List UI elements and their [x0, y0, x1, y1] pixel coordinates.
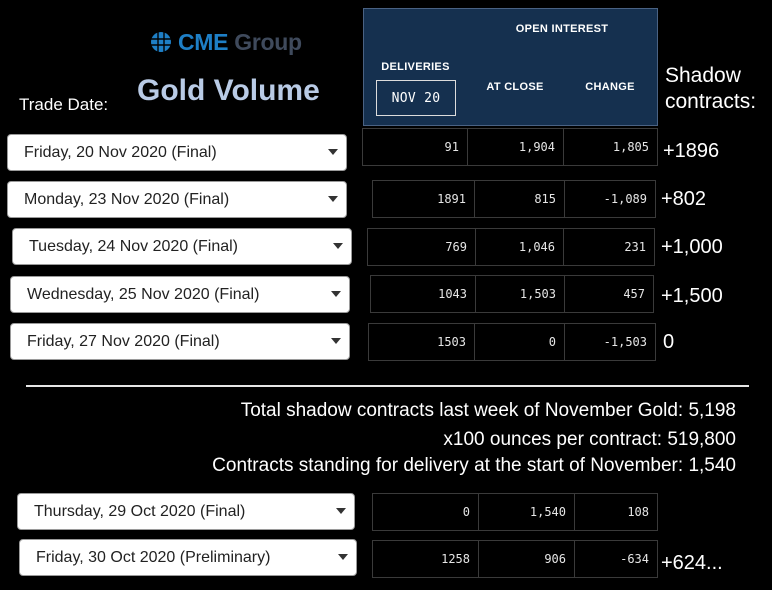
- summary-standing: Contracts standing for delivery at the s…: [212, 455, 736, 476]
- trade-date-dropdown[interactable]: Tuesday, 24 Nov 2020 (Final): [12, 228, 352, 265]
- deliveries-cell: 1891: [372, 181, 474, 217]
- change-cell: 457: [564, 276, 654, 312]
- at-close-cell: 0: [474, 324, 564, 360]
- change-cell: 108: [574, 494, 658, 530]
- shadow-value: +802: [661, 188, 707, 210]
- chevron-down-icon: [338, 554, 348, 560]
- change-cell: 231: [563, 229, 655, 265]
- dropdown-value: Thursday, 29 Oct 2020 (Final): [34, 502, 246, 520]
- at-close-cell: 906: [478, 541, 574, 577]
- change-cell: -1,503: [564, 324, 656, 360]
- change-header: CHANGE: [585, 81, 635, 93]
- dropdown-value: Friday, 30 Oct 2020 (Preliminary): [36, 548, 271, 566]
- at-close-cell: 815: [474, 181, 564, 217]
- deliveries-cell: 0: [372, 494, 478, 530]
- shadow-contracts-header: Shadow contracts:: [665, 64, 757, 113]
- deliveries-cell: 1503: [368, 324, 474, 360]
- chevron-down-icon: [328, 149, 338, 155]
- chevron-down-icon: [336, 508, 346, 514]
- dropdown-value: Tuesday, 24 Nov 2020 (Final): [29, 237, 238, 255]
- at-close-cell: 1,046: [475, 229, 563, 265]
- trade-date-dropdown[interactable]: Friday, 30 Oct 2020 (Preliminary): [19, 539, 357, 576]
- logo-text: CME Group: [178, 28, 302, 55]
- at-close-cell: 1,540: [478, 494, 574, 530]
- divider: [26, 385, 749, 387]
- table-row: 1258 906 -634: [372, 540, 658, 578]
- shadow-value: +1,500: [661, 285, 723, 307]
- dropdown-value: Monday, 23 Nov 2020 (Final): [24, 190, 230, 208]
- change-cell: 1,805: [563, 129, 658, 165]
- shadow-value: +624...: [661, 552, 723, 574]
- deliveries-cell: 1043: [370, 276, 475, 312]
- deliveries-cell: 769: [367, 229, 475, 265]
- deliveries-cell: 91: [362, 129, 467, 165]
- at-close-header: AT CLOSE: [486, 81, 544, 93]
- trade-date-dropdown[interactable]: Friday, 27 Nov 2020 (Final): [10, 323, 350, 360]
- chevron-down-icon: [331, 291, 341, 297]
- trade-date-label: Trade Date:: [19, 95, 109, 114]
- deliveries-cell: 1258: [372, 541, 478, 577]
- table-row: 1503 0 -1,503: [368, 323, 656, 361]
- table-row: 0 1,540 108: [372, 493, 658, 531]
- trade-date-dropdown[interactable]: Wednesday, 25 Nov 2020 (Final): [10, 276, 350, 313]
- dropdown-value: Wednesday, 25 Nov 2020 (Final): [27, 285, 260, 303]
- open-interest-header: OPEN INTEREST: [515, 23, 609, 35]
- trade-date-dropdown[interactable]: Monday, 23 Nov 2020 (Final): [7, 181, 347, 218]
- table-row: 1043 1,503 457: [370, 275, 654, 313]
- dropdown-value: Friday, 20 Nov 2020 (Final): [24, 143, 217, 161]
- month-selector[interactable]: NOV 20: [376, 80, 456, 116]
- deliveries-header: DELIVERIES NOV 20: [364, 9, 467, 125]
- page-title: Gold Volume: [137, 74, 320, 107]
- table-row: 91 1,904 1,805: [362, 128, 658, 166]
- table-row: 1891 815 -1,089: [372, 180, 656, 218]
- summary-ounces: x100 ounces per contract: 519,800: [443, 429, 736, 450]
- shadow-value: +1,000: [661, 236, 723, 258]
- cme-group-logo: CME Group: [150, 28, 302, 56]
- summary-total: Total shadow contracts last week of Nove…: [240, 400, 736, 421]
- table-row: 769 1,046 231: [367, 228, 655, 266]
- shadow-value: 0: [663, 331, 675, 353]
- chevron-down-icon: [333, 243, 343, 249]
- at-close-cell: 1,503: [475, 276, 564, 312]
- globe-icon: [151, 32, 171, 52]
- chevron-down-icon: [331, 338, 341, 344]
- trade-date-dropdown[interactable]: Friday, 20 Nov 2020 (Final): [7, 134, 347, 171]
- chevron-down-icon: [328, 196, 338, 202]
- change-cell: -1,089: [564, 181, 656, 217]
- shadow-value: +1896: [663, 140, 720, 162]
- trade-date-dropdown[interactable]: Thursday, 29 Oct 2020 (Final): [17, 493, 355, 530]
- dropdown-value: Friday, 27 Nov 2020 (Final): [27, 332, 220, 350]
- table-header: DELIVERIES NOV 20 OPEN INTEREST AT CLOSE…: [363, 8, 658, 126]
- deliveries-label: DELIVERIES: [381, 61, 450, 73]
- at-close-cell: 1,904: [467, 129, 563, 165]
- change-cell: -634: [574, 541, 658, 577]
